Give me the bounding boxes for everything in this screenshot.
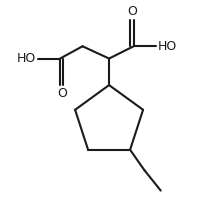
- Text: O: O: [57, 87, 67, 100]
- Text: HO: HO: [16, 52, 35, 65]
- Text: HO: HO: [158, 40, 177, 53]
- Text: O: O: [127, 5, 137, 18]
